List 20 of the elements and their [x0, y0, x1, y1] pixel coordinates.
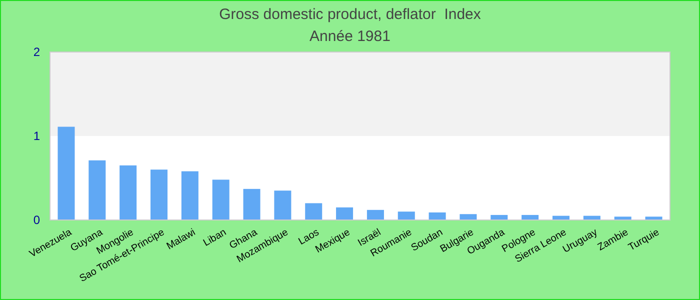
y-tick-label: 2	[33, 45, 40, 60]
bar	[274, 190, 292, 220]
bar	[150, 170, 168, 220]
bar	[398, 212, 415, 220]
bar	[88, 160, 106, 220]
bar	[181, 171, 198, 220]
bar	[305, 203, 322, 220]
bar	[120, 165, 137, 220]
bar	[428, 212, 446, 220]
x-tick-label: Liban	[202, 227, 228, 249]
chart-title: Gross domestic product, deflator Index	[219, 6, 482, 23]
y-tick-label: 0	[33, 213, 40, 228]
y-tick-label: 1	[33, 129, 40, 144]
bar	[336, 207, 354, 220]
bar	[212, 180, 230, 220]
bar	[366, 210, 384, 220]
bar	[460, 214, 477, 220]
bar	[58, 126, 75, 220]
chart-subtitle: Année 1981	[310, 28, 390, 45]
bar	[243, 188, 260, 220]
